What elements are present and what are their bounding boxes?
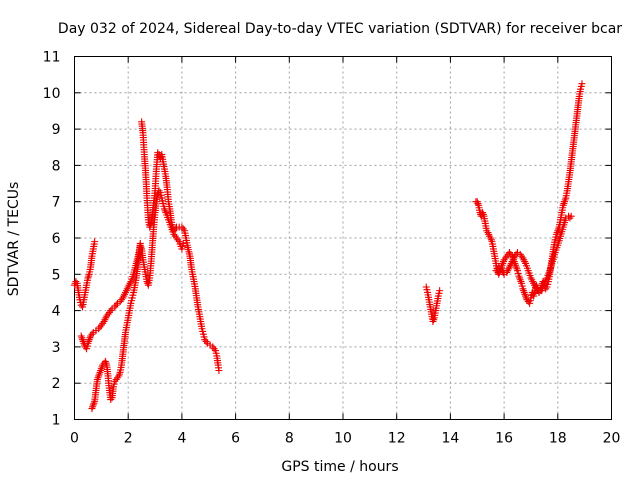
data-point: [89, 401, 97, 409]
y-tick-label: 5: [52, 267, 61, 283]
data-point: [85, 272, 93, 280]
y-tick-label: 10: [43, 86, 61, 102]
y-tick-label: 11: [43, 50, 61, 66]
data-points: [71, 80, 586, 413]
data-point: [521, 258, 529, 266]
data-point: [578, 80, 586, 88]
data-point: [179, 225, 187, 233]
y-tick-label: 8: [52, 158, 61, 174]
axis-ticks: [74, 56, 612, 420]
data-point: [516, 276, 524, 284]
x-tick-labels: 0 2 4 6 8 10 12 14 16 18 20: [70, 431, 620, 447]
data-point: [473, 198, 481, 206]
x-axis-label: GPS time / hours: [281, 459, 398, 475]
x-tick-label: 8: [285, 431, 294, 447]
data-point: [91, 238, 99, 246]
y-tick-labels: 1 2 3 4 5 6 7 8 9 10 11: [43, 50, 61, 429]
y-axis-label: SDTVAR / TECUs: [6, 182, 22, 297]
x-tick-label: 12: [388, 431, 406, 447]
x-tick-label: 20: [603, 431, 621, 447]
x-tick-label: 2: [124, 431, 133, 447]
plot-frame: [74, 56, 612, 420]
chart-title: Day 032 of 2024, Sidereal Day-to-day VTE…: [58, 21, 622, 37]
data-point: [561, 198, 569, 206]
grid: [74, 56, 612, 420]
x-tick-label: 4: [177, 431, 186, 447]
x-tick-label: 0: [70, 431, 79, 447]
y-tick-label: 6: [52, 231, 61, 247]
y-tick-label: 7: [52, 195, 61, 211]
y-tick-label: 1: [52, 413, 61, 429]
x-tick-label: 14: [441, 431, 459, 447]
data-point: [567, 212, 575, 220]
data-point: [179, 239, 187, 247]
x-tick-label: 6: [231, 431, 240, 447]
data-point: [72, 278, 80, 286]
data-point: [215, 366, 223, 374]
x-tick-label: 16: [495, 431, 513, 447]
x-tick-label: 18: [549, 431, 567, 447]
y-tick-label: 2: [52, 376, 61, 392]
data-point: [436, 287, 444, 295]
y-tick-label: 9: [52, 122, 61, 138]
y-tick-label: 4: [52, 304, 61, 320]
x-tick-label: 10: [334, 431, 352, 447]
y-tick-label: 3: [52, 340, 61, 356]
data-point: [112, 301, 120, 309]
